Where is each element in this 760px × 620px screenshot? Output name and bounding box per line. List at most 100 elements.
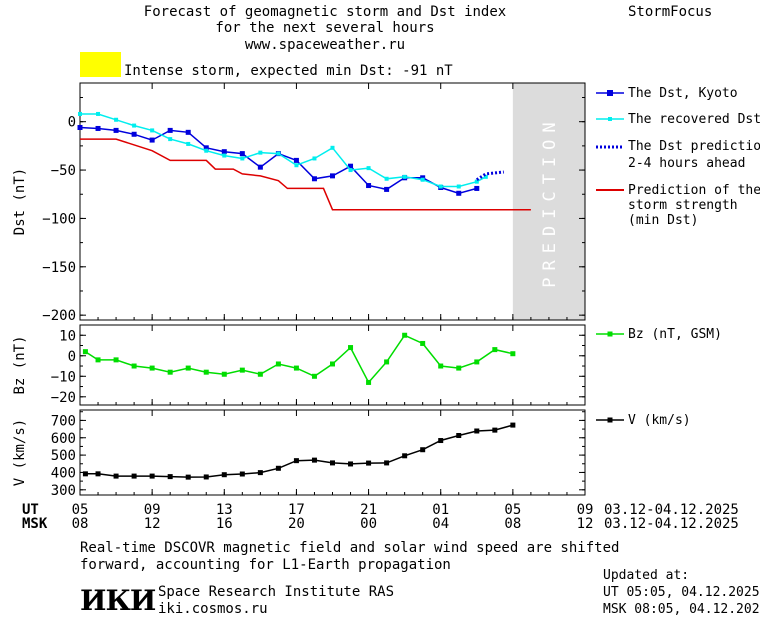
data-point <box>330 145 335 150</box>
legend-recovered-dst: The recovered Dst <box>628 112 760 127</box>
brand-name: StormFocus <box>628 4 713 20</box>
data-point <box>257 164 263 170</box>
institute-link[interactable]: iki.cosmos.ru <box>158 601 268 617</box>
panel-frame <box>79 409 586 496</box>
data-point <box>204 148 209 153</box>
ut-tick-label: 09 <box>144 502 161 518</box>
msk-tick-label: 08 <box>72 516 89 532</box>
data-point <box>167 474 173 480</box>
data-point <box>239 471 245 477</box>
data-point <box>366 379 372 385</box>
data-point <box>82 349 88 355</box>
ut-tick-label: 01 <box>432 502 449 518</box>
y-tick-label: 0 <box>68 349 76 365</box>
series-line-1-0 <box>84 334 514 384</box>
alert-color-swatch <box>80 52 121 77</box>
data-point <box>131 131 137 137</box>
y-tick-label: 600 <box>51 431 76 447</box>
data-point <box>456 190 462 196</box>
data-point <box>257 371 263 377</box>
data-point <box>402 174 407 179</box>
data-point <box>420 177 425 182</box>
y-tick-label: −100 <box>42 211 76 227</box>
y-tick-label: −10 <box>51 369 76 385</box>
data-point <box>131 363 137 369</box>
data-point <box>239 367 245 373</box>
data-point <box>492 347 498 353</box>
data-point <box>203 145 209 151</box>
data-point <box>168 137 173 142</box>
data-point <box>312 156 317 161</box>
data-point <box>510 422 516 428</box>
data-point <box>221 472 227 478</box>
data-point <box>82 471 88 477</box>
iki-logo: ИКИ <box>80 584 156 617</box>
data-point <box>257 470 263 476</box>
ut-axis-label: UT <box>22 502 39 518</box>
data-point <box>330 460 335 466</box>
data-point <box>474 428 480 434</box>
data-point <box>402 453 408 459</box>
panel-frame <box>79 82 586 321</box>
series-line-0-0 <box>79 126 477 195</box>
y-axis-label: Bz (nT) <box>12 335 28 394</box>
data-point <box>132 123 137 128</box>
data-point <box>203 474 209 480</box>
data-point <box>185 474 191 480</box>
y-tick-label: 0 <box>68 115 76 131</box>
data-point <box>186 141 191 146</box>
chart-title-line1: Forecast of geomagnetic storm and Dst in… <box>143 4 507 20</box>
footnote-line2: forward, accounting for L1-Earth propaga… <box>80 557 451 573</box>
legend-bz: Bz (nT, GSM) <box>628 327 722 342</box>
data-point <box>222 153 227 158</box>
data-point <box>384 176 389 181</box>
data-point <box>474 359 480 365</box>
msk-tick-label: 00 <box>360 516 377 532</box>
data-point <box>221 371 227 377</box>
data-point <box>185 365 191 371</box>
data-point <box>239 151 245 157</box>
data-point <box>348 163 354 169</box>
website-link[interactable]: www.spaceweather.ru <box>244 37 406 53</box>
data-point <box>113 127 119 133</box>
ut-date-range: 03.12-04.12.2025 <box>604 502 739 518</box>
data-point <box>348 461 354 467</box>
data-point <box>456 433 462 438</box>
data-point <box>293 157 299 163</box>
data-point <box>474 179 479 184</box>
data-point <box>438 363 444 369</box>
legend-recovered-glyph-marker <box>608 117 612 121</box>
data-point <box>366 460 372 466</box>
data-point <box>131 473 137 479</box>
legend-dst-kyoto: The Dst, Kyoto <box>628 86 738 101</box>
legend-v-glyph-marker <box>607 417 613 423</box>
y-tick-label: −20 <box>51 390 76 406</box>
data-point <box>221 149 227 155</box>
data-point <box>483 174 488 179</box>
data-point <box>366 183 372 189</box>
data-point <box>348 168 353 173</box>
data-point <box>510 351 516 357</box>
y-tick-label: 500 <box>51 448 76 464</box>
ut-tick-label: 09 <box>577 502 594 518</box>
data-point <box>420 340 426 346</box>
data-point <box>438 184 443 189</box>
data-point <box>113 357 119 363</box>
legend-strength-line2: storm strength <box>628 198 738 213</box>
data-point <box>258 150 263 155</box>
legend-prediction-line2: 2-4 hours ahead <box>628 156 746 171</box>
data-point <box>311 373 317 379</box>
msk-tick-label: 12 <box>577 516 594 532</box>
legend-strength-line1: Prediction of the <box>628 183 760 198</box>
ut-tick-label: 05 <box>72 502 89 518</box>
msk-axis-label: MSK <box>22 516 48 532</box>
data-point <box>150 128 155 133</box>
data-point <box>275 361 281 367</box>
data-point <box>294 163 299 168</box>
msk-tick-label: 08 <box>504 516 521 532</box>
data-point <box>311 457 317 463</box>
data-point <box>402 332 408 338</box>
updated-ut: UT 05:05, 04.12.2025 <box>603 585 760 600</box>
institute-name: Space Research Institute RAS <box>158 584 395 600</box>
ut-tick-label: 17 <box>288 502 305 518</box>
